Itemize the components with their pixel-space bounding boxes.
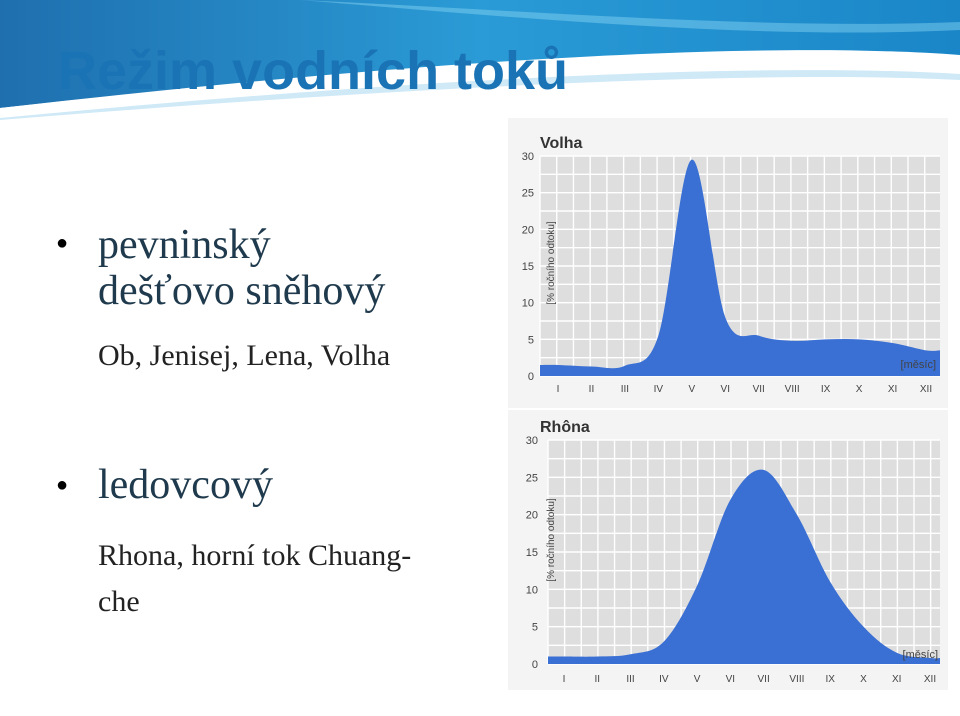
bullet-heading-line: dešťovo sněhový <box>98 268 386 314</box>
x-tick-label: VIII <box>785 384 800 395</box>
series-area <box>548 469 940 664</box>
slide-title: Režim vodních toků <box>58 41 569 101</box>
y-tick-label: 10 <box>522 298 534 310</box>
axis-xlabel: [měsíc] <box>903 649 938 661</box>
y-tick-label: 15 <box>526 547 538 559</box>
y-tick-label: 0 <box>532 659 538 671</box>
bullet-examples: Ob, Jenisej, Lena, Volha <box>98 339 391 372</box>
x-tick-label: VIII <box>789 674 804 685</box>
x-tick-label: II <box>594 674 600 685</box>
bullet-marker: ● <box>56 232 69 254</box>
y-tick-label: 5 <box>532 622 538 634</box>
y-tick-label: 25 <box>522 188 534 200</box>
x-tick-label: XII <box>920 384 932 395</box>
x-tick-label: XII <box>924 674 936 685</box>
y-tick-label: 20 <box>526 510 538 522</box>
axis-xlabel: [měsíc] <box>901 359 936 371</box>
x-tick-label: III <box>626 674 634 685</box>
x-tick-label: III <box>621 384 629 395</box>
x-tick-label: I <box>563 674 566 685</box>
x-tick-label: VI <box>726 674 735 685</box>
header-wave-decoration <box>0 0 960 120</box>
chart-rhona: Rhôna [% ročního odtoku] [měsíc] 0 5 10 15 2… <box>508 410 948 690</box>
y-tick-label: 0 <box>528 371 534 383</box>
y-tick-label: 5 <box>528 334 534 346</box>
bullet-marker: ● <box>56 474 69 496</box>
bullet-heading-line: ledovcový <box>98 462 273 508</box>
axis-ylabel: [% ročního odtoku] <box>546 498 557 582</box>
x-tick-label: X <box>860 674 867 685</box>
y-tick-label: 30 <box>526 435 538 447</box>
x-tick-label: I <box>557 384 560 395</box>
series-area <box>540 159 940 376</box>
x-tick-label: VII <box>758 674 770 685</box>
x-tick-label: V <box>688 384 695 395</box>
y-tick-label: 15 <box>522 261 534 273</box>
x-tick-label: IV <box>654 384 664 395</box>
x-tick-label: IV <box>659 674 669 685</box>
x-tick-label: XI <box>892 674 901 685</box>
x-tick-label: VII <box>753 384 765 395</box>
x-tick-label: XI <box>888 384 897 395</box>
chart-title: Volha <box>540 135 582 152</box>
bullet-heading-line: pevninský <box>98 222 271 268</box>
x-tick-label: II <box>589 384 595 395</box>
y-tick-label: 10 <box>526 584 538 596</box>
x-tick-label: IX <box>825 674 835 685</box>
x-tick-label: X <box>856 384 863 395</box>
x-tick-label: VI <box>721 384 730 395</box>
chart-volha: Volha [% ročního odtoku] [měsíc] 0 5 10 15 2… <box>508 118 948 408</box>
y-tick-label: 20 <box>522 224 534 236</box>
bullet-examples: che <box>98 585 140 618</box>
x-tick-label: IX <box>821 384 831 395</box>
y-tick-label: 25 <box>526 472 538 484</box>
x-tick-label: V <box>694 674 701 685</box>
chart-title: Rhôna <box>540 419 590 436</box>
y-tick-label: 30 <box>522 151 534 163</box>
bullet-examples: Rhona, horní tok Chuang- <box>98 539 412 572</box>
axis-ylabel: [% ročního odtoku] <box>546 221 557 305</box>
